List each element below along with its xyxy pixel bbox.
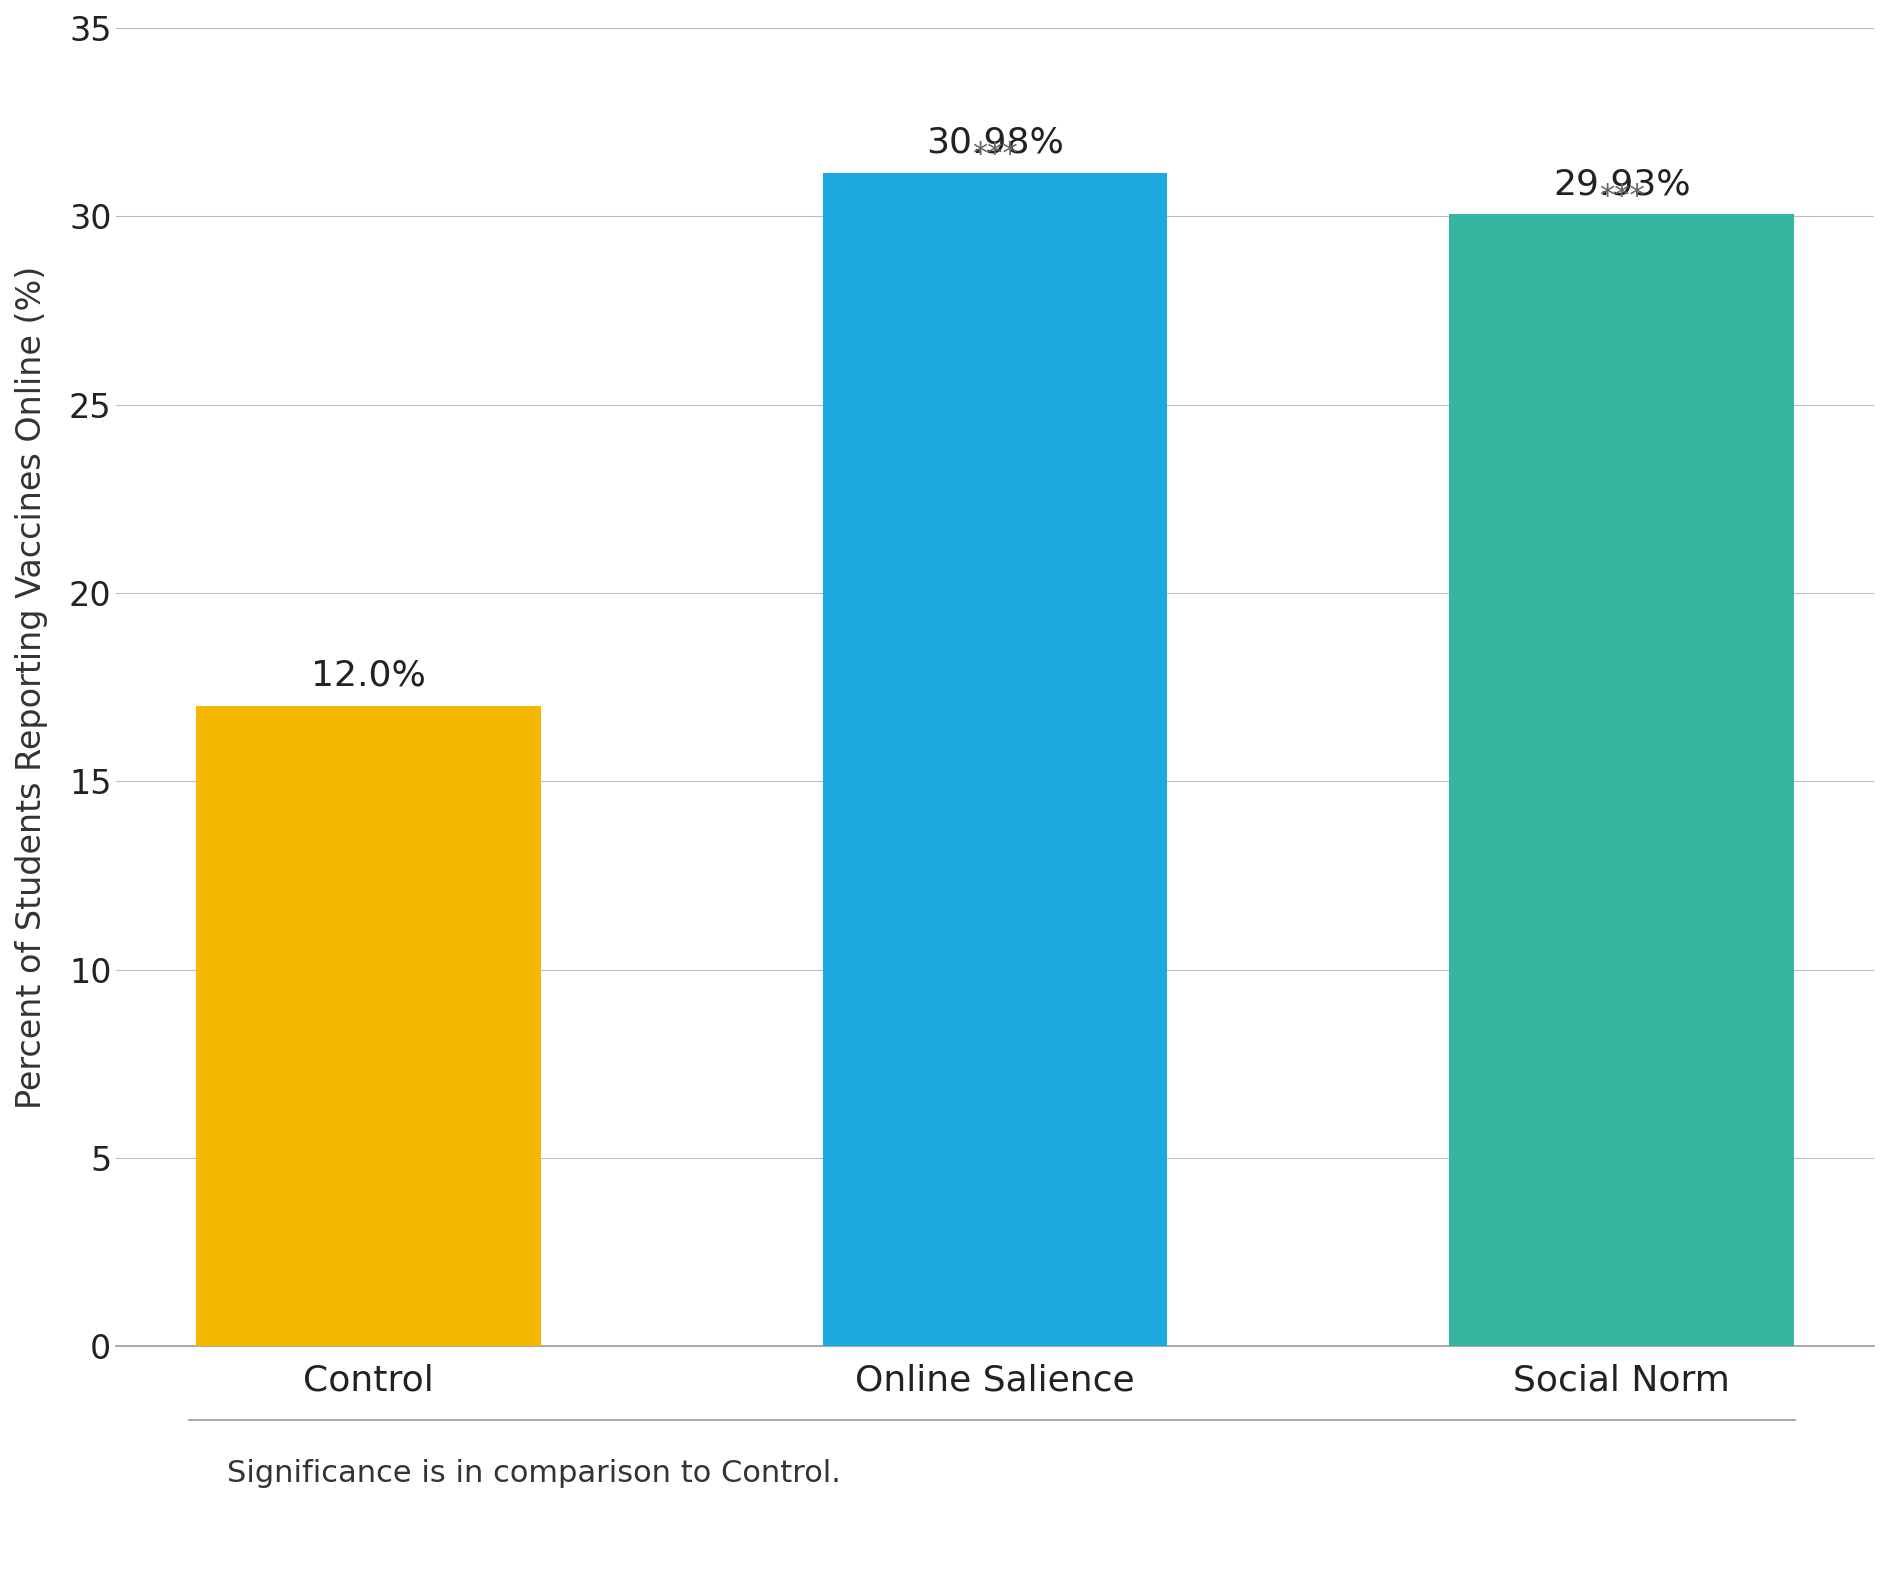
Bar	[1449, 215, 1795, 1346]
Y-axis label: Percent of Students Reporting Vaccines Online (%): Percent of Students Reporting Vaccines O…	[15, 265, 47, 1109]
Bar	[196, 706, 540, 1346]
Text: 29.93%: 29.93%	[1553, 168, 1691, 201]
Text: 30.98%: 30.98%	[926, 126, 1064, 160]
Text: ***: ***	[1598, 182, 1645, 210]
Text: Significance is in comparison to Control.: Significance is in comparison to Control…	[227, 1459, 841, 1487]
Bar	[824, 173, 1167, 1346]
Text: ***: ***	[973, 140, 1018, 169]
Text: 12.0%: 12.0%	[312, 659, 427, 693]
